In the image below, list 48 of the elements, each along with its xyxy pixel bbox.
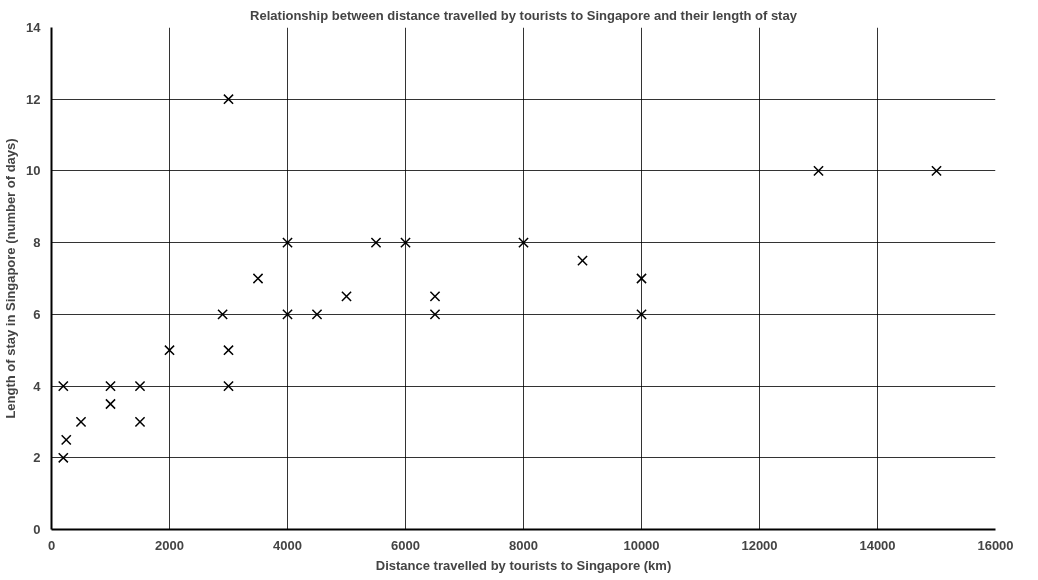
point [931, 165, 942, 177]
x-tick-label: 12000 [741, 537, 778, 553]
point [217, 309, 228, 320]
point [429, 309, 441, 320]
x-tick-label: 10000 [623, 537, 660, 553]
point [636, 273, 647, 284]
point [223, 380, 234, 392]
chart-title: Relationship between distance travelled by tourists to Singapore and their length of stay [250, 7, 798, 23]
point [223, 93, 234, 105]
y-tick-label: 4 [33, 378, 42, 394]
x-tick-label: 8000 [509, 537, 538, 553]
point [282, 309, 293, 320]
y-tick-label: 10 [26, 163, 41, 179]
point [75, 416, 87, 428]
point [400, 237, 411, 248]
y-axis-title: Length of stay in Singapore (number of days) [3, 138, 19, 419]
point [429, 291, 441, 302]
point [105, 398, 116, 410]
point [223, 344, 234, 356]
x-tick-label: 2000 [155, 537, 184, 553]
y-tick-label: 0 [33, 522, 41, 537]
point [813, 165, 824, 177]
point [60, 434, 72, 446]
y-tick-label: 12 [26, 91, 41, 107]
point [134, 380, 146, 392]
point [518, 237, 529, 248]
point [57, 380, 69, 392]
x-tick-label: 14000 [859, 537, 896, 553]
point [636, 309, 647, 320]
point [370, 237, 382, 248]
point [252, 273, 264, 284]
point [164, 344, 175, 356]
point [105, 380, 116, 392]
x-tick-label: 0 [47, 537, 56, 553]
point [282, 237, 293, 248]
x-axis-title: Distance travelled by tourists to Singapore (km) [375, 557, 672, 573]
y-tick-label: 2 [33, 450, 41, 466]
point [57, 452, 69, 464]
x-tick-label: 6000 [391, 537, 420, 553]
x-tick-label: 16000 [977, 537, 1014, 553]
x-tick-label: 4000 [273, 537, 302, 553]
y-tick-label: 6 [33, 306, 41, 322]
point [311, 309, 323, 320]
y-tick-label: 8 [33, 235, 41, 251]
y-tick-label: 14 [26, 20, 42, 35]
point [341, 291, 352, 302]
point [577, 255, 588, 266]
point [134, 416, 146, 428]
